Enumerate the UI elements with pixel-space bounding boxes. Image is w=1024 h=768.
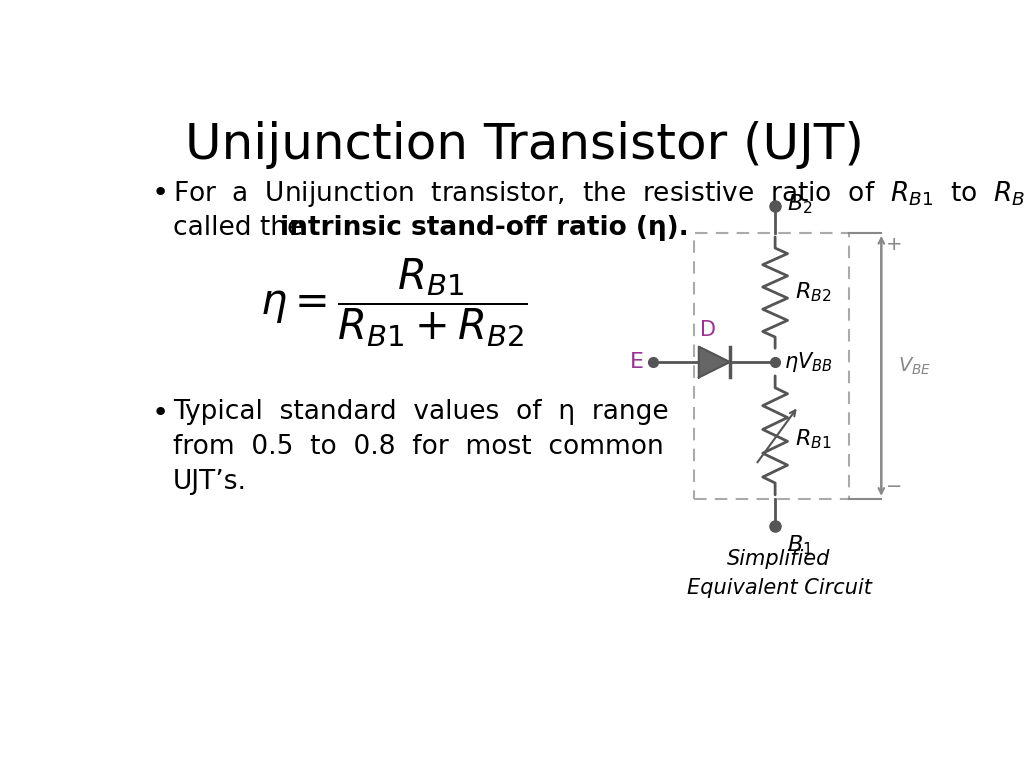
Text: For  a  Unijunction  transistor,  the  resistive  ratio  of  $R_{B1}$  to  $R_{B: For a Unijunction transistor, the resist…: [173, 179, 1024, 209]
Text: $\eta V_{BB}$: $\eta V_{BB}$: [784, 350, 834, 374]
Text: •: •: [152, 399, 169, 426]
Text: $R_{B1}$: $R_{B1}$: [796, 428, 831, 451]
Text: intrinsic stand-off ratio (η).: intrinsic stand-off ratio (η).: [280, 214, 689, 240]
Text: from  0.5  to  0.8  for  most  common: from 0.5 to 0.8 for most common: [173, 434, 664, 460]
Text: $V_{BE}$: $V_{BE}$: [898, 356, 932, 376]
Text: $\eta = \dfrac{R_{B1}}{R_{B1} + R_{B2}}$: $\eta = \dfrac{R_{B1}}{R_{B1} + R_{B2}}$: [260, 256, 527, 349]
Text: Unijunction Transistor (UJT): Unijunction Transistor (UJT): [185, 121, 864, 170]
Text: $B_2$: $B_2$: [786, 193, 812, 217]
Text: UJT’s.: UJT’s.: [173, 469, 247, 495]
Text: E: E: [630, 352, 644, 372]
Text: $B_1$: $B_1$: [786, 533, 812, 557]
Text: Simplified: Simplified: [727, 549, 830, 569]
Text: •: •: [152, 179, 169, 207]
Text: Typical  standard  values  of  η  range: Typical standard values of η range: [173, 399, 669, 425]
Text: −: −: [886, 478, 902, 496]
Text: $R_{B2}$: $R_{B2}$: [796, 281, 831, 304]
Text: Equivalent Circuit: Equivalent Circuit: [686, 578, 871, 598]
Text: +: +: [886, 235, 902, 254]
Polygon shape: [698, 346, 730, 377]
Text: D: D: [700, 320, 716, 340]
Text: called the: called the: [173, 214, 311, 240]
